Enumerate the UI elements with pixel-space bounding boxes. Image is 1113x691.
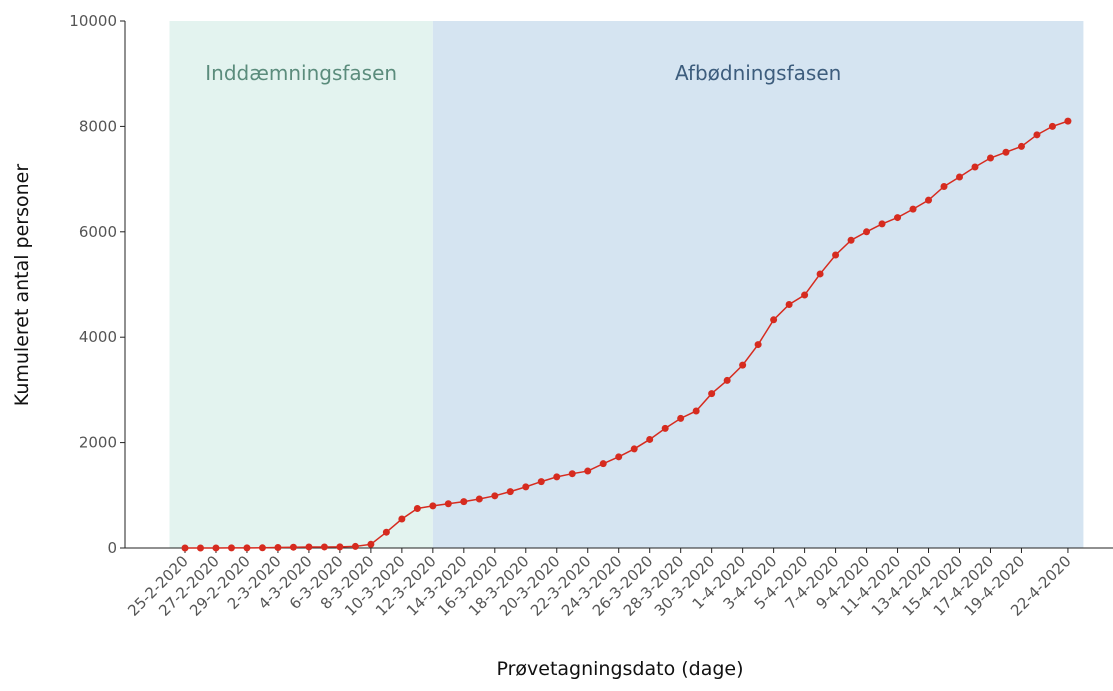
data-point <box>661 424 669 432</box>
data-point <box>971 163 979 171</box>
data-point <box>506 488 514 496</box>
data-point <box>568 470 576 478</box>
data-point <box>398 515 406 523</box>
data-point <box>429 502 437 510</box>
data-point <box>227 544 235 552</box>
data-point <box>847 236 855 244</box>
data-point <box>832 251 840 259</box>
data-point <box>692 407 700 415</box>
data-point <box>754 341 762 349</box>
y-tick-label: 10000 <box>69 12 117 30</box>
y-tick-label: 2000 <box>79 434 117 452</box>
y-tick-label: 4000 <box>79 328 117 346</box>
data-point <box>320 543 328 551</box>
data-point <box>630 445 638 453</box>
data-point <box>336 543 344 551</box>
data-point <box>351 542 359 550</box>
y-tick-label: 0 <box>107 539 117 557</box>
data-point <box>258 544 266 552</box>
data-point <box>863 228 871 236</box>
data-point <box>196 544 204 552</box>
data-point <box>367 540 375 548</box>
data-point <box>413 504 421 512</box>
data-point <box>894 214 902 222</box>
data-point <box>212 544 220 552</box>
data-point <box>986 154 994 162</box>
data-point <box>522 483 530 491</box>
y-axis-label: Kumuleret antal personer <box>11 164 33 407</box>
data-point <box>770 316 778 324</box>
data-point <box>1017 142 1025 150</box>
data-point <box>801 291 809 299</box>
data-point <box>475 495 483 503</box>
data-point <box>940 182 948 190</box>
data-point <box>646 435 654 443</box>
data-point <box>816 270 824 278</box>
x-axis-label: Prøvetagningsdato (dage) <box>496 658 743 680</box>
y-tick-label: 8000 <box>79 117 117 135</box>
data-point <box>739 361 747 369</box>
data-point <box>1002 148 1010 156</box>
data-point <box>382 528 390 536</box>
data-point <box>289 543 297 551</box>
y-tick-label: 6000 <box>79 223 117 241</box>
data-point <box>1033 131 1041 139</box>
data-point <box>584 467 592 475</box>
phase-label: Afbødningsfasen <box>675 61 841 85</box>
data-point <box>305 543 313 551</box>
data-point <box>599 460 607 468</box>
data-point <box>723 376 731 384</box>
data-point <box>491 492 499 500</box>
data-point <box>537 478 545 486</box>
series-line <box>185 120 1069 549</box>
data-point <box>909 205 917 213</box>
data-point <box>878 220 886 228</box>
data-point <box>708 390 716 398</box>
data-point <box>460 498 468 506</box>
data-point <box>615 453 623 461</box>
data-point <box>1048 122 1056 130</box>
data-point <box>553 473 561 481</box>
data-point <box>785 301 793 309</box>
data-point <box>1064 117 1072 125</box>
data-point <box>243 544 251 552</box>
phase-region <box>432 21 1084 548</box>
phase-label: Inddæmningsfasen <box>205 61 397 85</box>
data-point <box>677 414 685 422</box>
data-point <box>444 500 452 508</box>
data-point <box>274 543 282 551</box>
data-point <box>181 544 189 552</box>
data-point <box>925 196 933 204</box>
phase-region <box>169 21 433 548</box>
data-point <box>956 173 963 181</box>
